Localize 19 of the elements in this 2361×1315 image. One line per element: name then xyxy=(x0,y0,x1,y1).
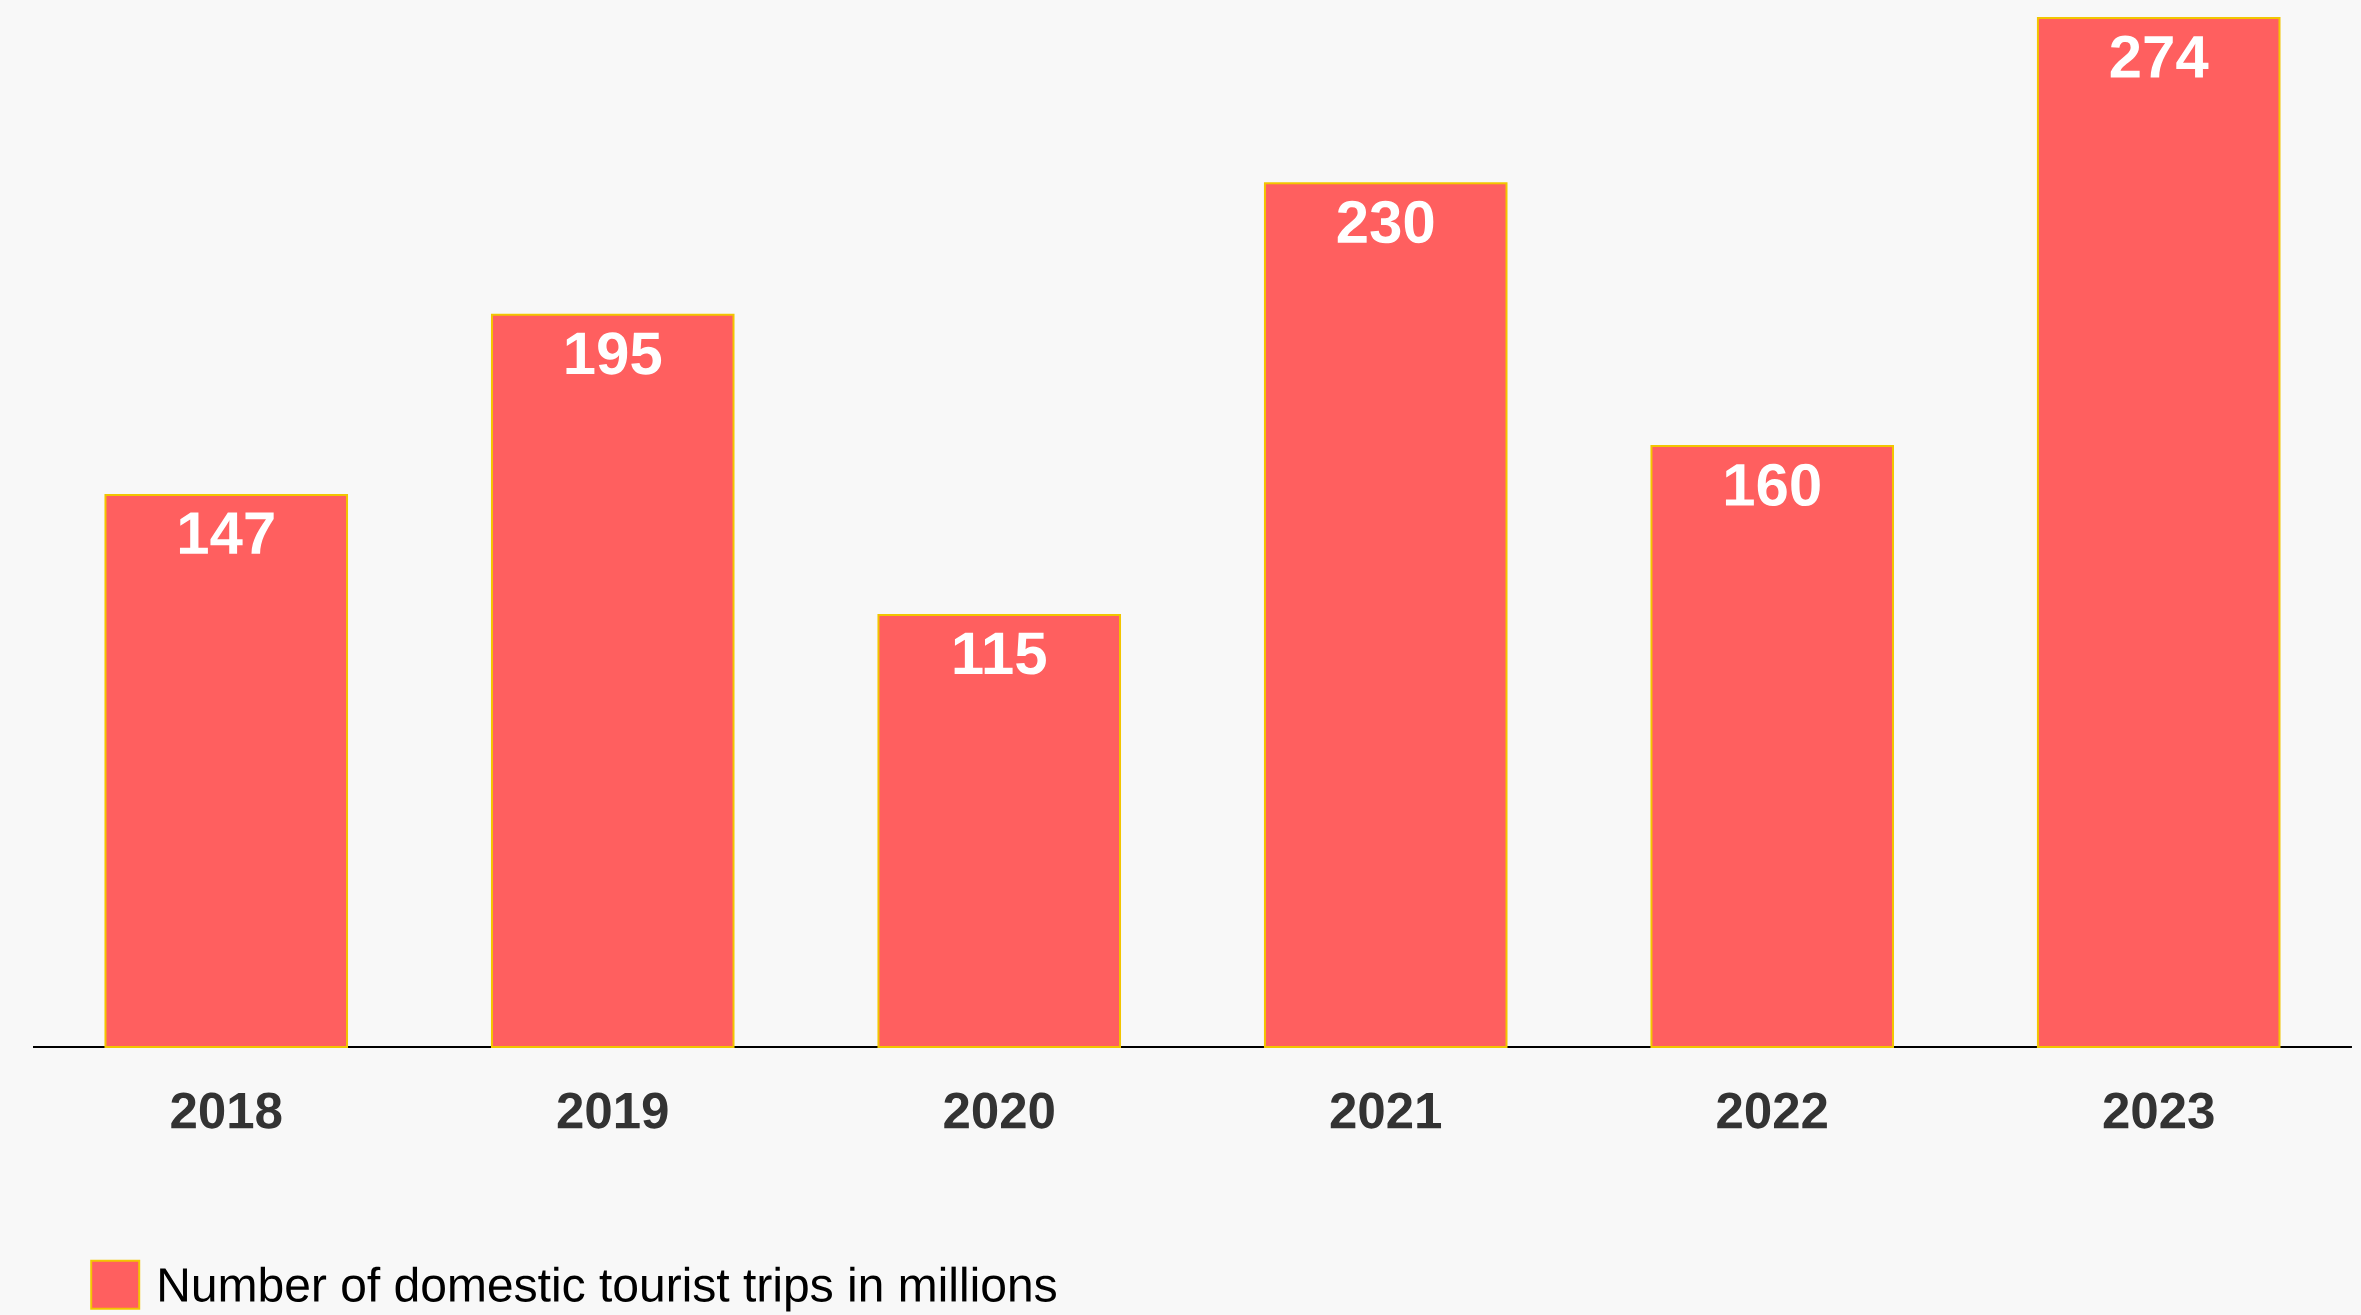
bar xyxy=(104,493,349,1048)
bar xyxy=(1650,445,1894,1048)
x-tick-label: 2022 xyxy=(1717,1092,1827,1129)
bar xyxy=(877,614,1122,1048)
x-tick-label: 2019 xyxy=(557,1092,668,1129)
x-tick-label: 2021 xyxy=(1330,1092,1442,1129)
x-tick-label: 2020 xyxy=(944,1092,1054,1129)
x-tick-label: 2023 xyxy=(2103,1092,2214,1129)
bar xyxy=(1263,182,1508,1048)
bar xyxy=(2036,16,2281,1048)
data-label: 147 xyxy=(179,512,274,554)
bar xyxy=(490,313,735,1048)
data-label: 115 xyxy=(954,632,1046,675)
data-label: 160 xyxy=(1725,463,1820,507)
x-tick-label: 2018 xyxy=(171,1092,282,1129)
data-label: 230 xyxy=(1337,200,1434,244)
legend-label: Number of domestic tourist trips in millions xyxy=(160,1266,1056,1312)
data-label: 195 xyxy=(566,332,662,375)
data-label: 274 xyxy=(2110,35,2209,78)
